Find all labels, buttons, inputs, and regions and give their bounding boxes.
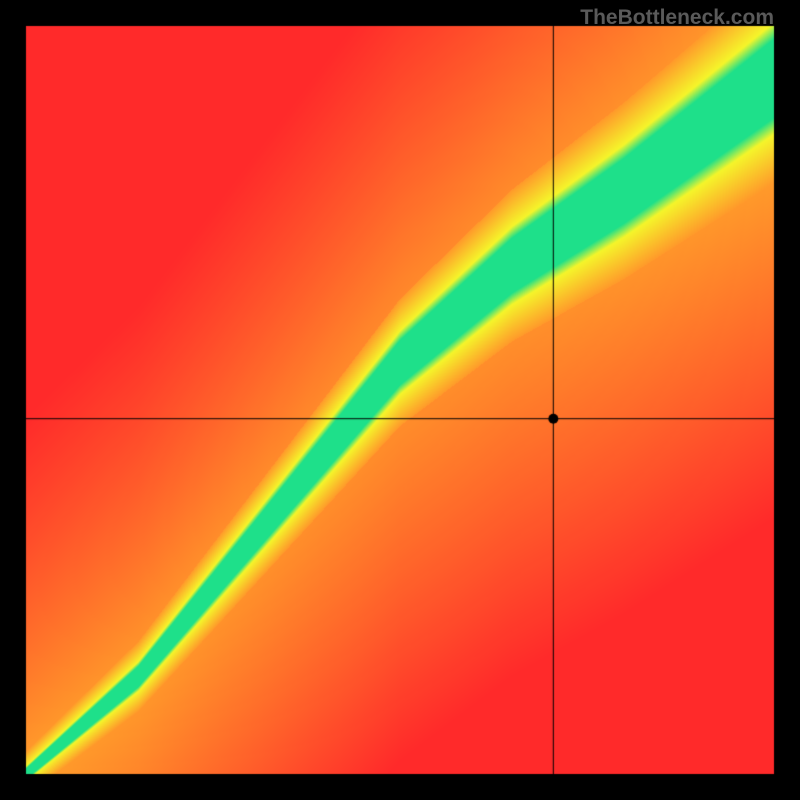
bottleneck-heatmap [0,0,800,800]
attribution-text: TheBottleneck.com [580,6,774,30]
chart-container: TheBottleneck.com [0,0,800,800]
